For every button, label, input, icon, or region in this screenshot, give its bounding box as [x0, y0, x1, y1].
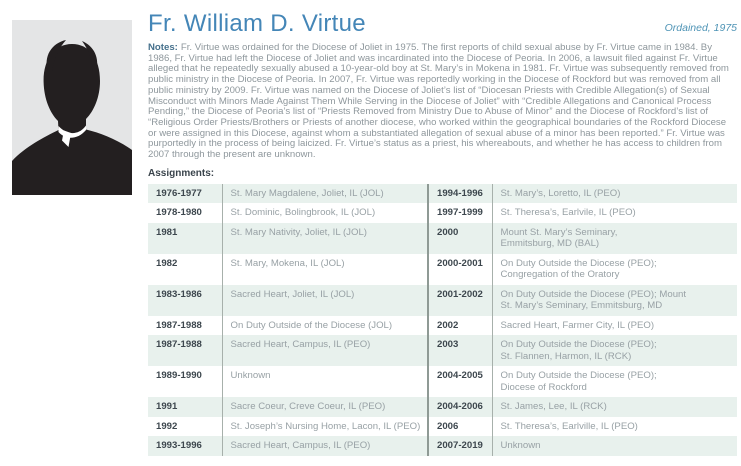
- assignment-years-left: 1993-1996: [148, 436, 222, 456]
- assignment-place-left: On Duty Outside of the Diocese (JOL): [221, 315, 428, 336]
- assignment-row: 1982 St. Mary, Mokena, IL (JOL) 2000-2001 O…: [148, 253, 737, 285]
- assignment-years-right: 1997-1999: [427, 203, 492, 223]
- assignments-table-body: 1976-1977 St. Mary Magdalene, Joliet, IL …: [148, 183, 737, 456]
- assignment-row: 1989-1990 Unknown 2004-2005 On Duty Outside…: [148, 366, 737, 398]
- assignment-years-right: 2002: [427, 315, 492, 336]
- assignment-place-right: On Duty Outside the Diocese (PEO); St. F…: [491, 335, 737, 367]
- assignment-place-right: On Duty Outside the Diocese (PEO); Congr…: [491, 253, 737, 285]
- assignment-row: 1991 Sacre Coeur, Creve Coeur, IL (PEO) 20…: [148, 397, 737, 417]
- ordained-label: Ordained, 1975: [664, 22, 737, 34]
- assignment-years-right: 2001-2002: [427, 284, 492, 316]
- assignment-years-right: 2007-2019: [427, 436, 492, 456]
- assignments-table: 1976-1977 St. Mary Magdalene, Joliet, IL …: [148, 183, 737, 456]
- assignment-place-left: Sacred Heart, Campus, IL (PEO): [221, 335, 428, 367]
- assignment-years-right: 2006: [427, 416, 492, 437]
- assignment-row: 1978-1980 St. Dominic, Bolingbrook, IL (J…: [148, 203, 737, 223]
- assignment-years-left: 1981: [148, 222, 222, 254]
- assignment-row: 1987-1988 Sacred Heart, Campus, IL (PEO) 2…: [148, 335, 737, 367]
- notes-paragraph: Notes: Fr. Virtue was ordained for the Di…: [148, 42, 737, 161]
- assignment-years-left: 1987-1988: [148, 335, 222, 367]
- assignment-row: 1987-1988 On Duty Outside of the Diocese …: [148, 315, 737, 336]
- assignment-place-right: Unknown: [491, 436, 737, 456]
- assignment-place-left: St. Joseph’s Nursing Home, Lacon, IL (PE…: [221, 416, 428, 437]
- assignment-years-right: 2004-2005: [427, 366, 492, 398]
- page-title: Fr. William D. Virtue: [148, 10, 366, 37]
- assignment-years-right: 2000-2001: [427, 253, 492, 285]
- assignment-place-left: Unknown: [221, 366, 428, 398]
- assignment-years-left: 1976-1977: [148, 183, 222, 204]
- assignment-years-left: 1983-1986: [148, 284, 222, 316]
- assignment-place-left: St. Dominic, Bolingbrook, IL (JOL): [221, 203, 428, 223]
- assignment-years-right: 1994-1996: [427, 183, 492, 204]
- assignment-place-left: Sacred Heart, Joliet, IL (JOL): [221, 284, 428, 316]
- notes-label: Notes:: [148, 42, 178, 53]
- assignment-place-left: St. Mary Nativity, Joliet, IL (JOL): [221, 222, 428, 254]
- assignment-place-right: Sacred Heart, Farmer City, IL (PEO): [491, 315, 737, 336]
- assignment-years-right: 2004-2006: [427, 397, 492, 417]
- assignment-place-left: Sacre Coeur, Creve Coeur, IL (PEO): [221, 397, 428, 417]
- assignments-heading: Assignments:: [148, 167, 215, 179]
- priest-silhouette-icon: [12, 20, 132, 195]
- assignment-years-left: 1991: [148, 397, 222, 417]
- assignment-place-left: St. Mary, Mokena, IL (JOL): [221, 253, 428, 285]
- assignment-place-right: On Duty Outside the Diocese (PEO); Dioce…: [491, 366, 737, 398]
- profile-content: Fr. William D. Virtue Ordained, 1975 Not…: [148, 10, 737, 456]
- assignment-years-left: 1982: [156, 257, 178, 269]
- assignment-years-left: 1989-1990: [156, 370, 202, 382]
- assignment-place-left: St. Mary Magdalene, Joliet, IL (JOL): [221, 183, 428, 204]
- assignment-row: 1976-1977 St. Mary Magdalene, Joliet, IL …: [148, 183, 737, 204]
- notes-text: Fr. Virtue was ordained for the Diocese …: [148, 42, 729, 161]
- assignment-place-left: Sacred Heart, Campus, IL (PEO): [221, 436, 428, 456]
- profile-header: Fr. William D. Virtue Ordained, 1975: [148, 10, 737, 38]
- assignment-years-left: 1992: [156, 420, 178, 432]
- assignment-place-right: St. Mary’s, Loretto, IL (PEO): [491, 183, 737, 204]
- assignment-years-right: 2003: [427, 335, 492, 367]
- assignment-years-left: 1987-1988: [156, 319, 202, 331]
- assignment-row: 1992 St. Joseph’s Nursing Home, Lacon, IL…: [148, 416, 737, 437]
- assignment-years-right: 2000: [427, 222, 492, 254]
- assignment-place-right: St. Theresa’s, Earlville, IL (PEO): [491, 416, 737, 437]
- assignment-place-right: St. James, Lee, IL (RCK): [491, 397, 737, 417]
- assignment-place-right: St. Theresa’s, Earlvile, IL (PEO): [491, 203, 737, 223]
- assignment-row: 1981 St. Mary Nativity, Joliet, IL (JOL) 2…: [148, 222, 737, 254]
- assignment-row: 1983-1986 Sacred Heart, Joliet, IL (JOL) 2…: [148, 284, 737, 316]
- priest-silhouette-image: [12, 20, 132, 195]
- assignment-years-left: 1978-1980: [156, 207, 202, 219]
- assignment-place-right: On Duty Outside the Diocese (PEO); Mount…: [491, 284, 737, 316]
- assignment-row: 1993-1996 Sacred Heart, Campus, IL (PEO) 2…: [148, 436, 737, 456]
- assignment-place-right: Mount St. Mary’s Seminary, Emmitsburg, M…: [491, 222, 737, 254]
